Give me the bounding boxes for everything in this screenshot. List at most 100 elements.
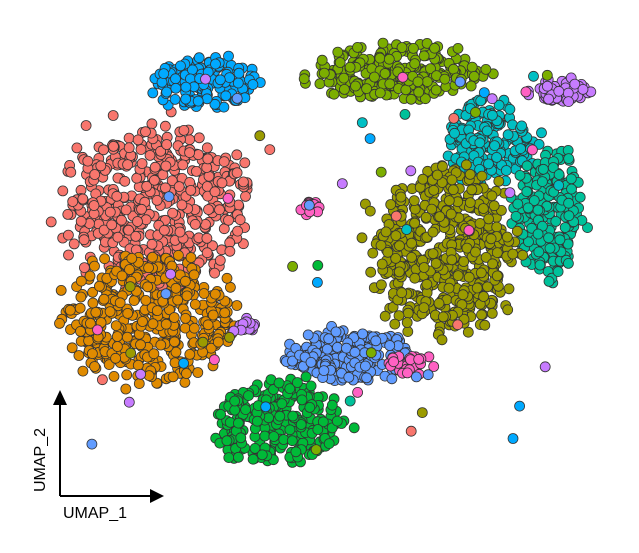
cell-point: [447, 184, 459, 196]
cell-point: [417, 173, 429, 185]
cell-point: [532, 204, 544, 216]
y-axis-arrow: [53, 390, 67, 405]
cell-point: [136, 158, 148, 169]
cell-point: [502, 129, 514, 141]
cell-point: [413, 86, 425, 98]
cell-point: [318, 365, 330, 377]
cell-point: [582, 222, 593, 234]
cell-point: [137, 316, 148, 327]
cell-point: [491, 247, 503, 259]
cell-point: [243, 390, 254, 402]
cell-point: [214, 254, 226, 266]
cell-point: [99, 253, 110, 265]
cell-point: [314, 78, 326, 90]
cell-point: [303, 199, 315, 211]
cell-point: [487, 258, 499, 270]
cell-point: [203, 204, 214, 215]
cell-point: [174, 226, 186, 238]
cell-point: [98, 144, 109, 156]
cell-point: [193, 132, 205, 144]
cell-point: [151, 194, 163, 206]
cell-point: [312, 424, 324, 435]
cell-point: [122, 307, 134, 319]
cell-point: [155, 339, 167, 351]
cell-point: [263, 412, 275, 424]
cell-point: [97, 374, 108, 386]
cell-point: [232, 451, 244, 463]
cell-point: [124, 264, 135, 275]
cell-point: [480, 251, 492, 263]
cell-point: [260, 401, 272, 413]
cell-point: [383, 53, 395, 65]
cell-point: [181, 290, 193, 302]
cell-point: [232, 77, 244, 89]
cell-point: [350, 80, 361, 92]
cell-point: [184, 134, 196, 146]
cell-point: [130, 230, 142, 242]
cell-point: [111, 190, 123, 202]
cell-point: [189, 218, 201, 230]
cell-point: [89, 169, 101, 180]
cell-point: [486, 93, 498, 105]
cell-point: [184, 348, 196, 360]
cell-point: [334, 57, 346, 68]
cell-point: [393, 266, 405, 278]
cell-point: [491, 270, 503, 282]
cell-point: [141, 180, 153, 192]
cell-point: [75, 275, 87, 287]
cell-point: [563, 96, 574, 107]
cell-point: [231, 167, 243, 179]
cell-point: [77, 193, 89, 205]
cell-point: [574, 191, 586, 203]
cell-point: [268, 431, 280, 442]
cell-point: [389, 318, 401, 330]
cell-point: [458, 256, 470, 267]
cell-point: [231, 93, 243, 104]
cell-point: [104, 306, 116, 318]
cell-point: [240, 404, 252, 416]
cell-point: [418, 262, 430, 273]
cell-point: [82, 155, 94, 167]
cell-point: [543, 232, 554, 244]
cell-point: [437, 160, 448, 172]
cell-point: [399, 109, 411, 120]
cell-point: [197, 336, 209, 348]
cell-point: [180, 368, 192, 379]
cell-point: [185, 252, 197, 263]
cell-point: [173, 181, 185, 193]
cell-point: [160, 318, 172, 330]
cell-point: [170, 82, 182, 94]
cell-point: [219, 307, 231, 319]
cell-point: [326, 399, 338, 411]
cell-point: [66, 342, 78, 354]
cell-point: [251, 415, 263, 427]
cell-point: [83, 335, 94, 347]
cell-point: [318, 67, 330, 79]
cell-point: [221, 435, 233, 447]
cell-point: [515, 143, 526, 155]
cell-point: [168, 312, 180, 323]
cell-point: [409, 217, 421, 229]
cell-point: [287, 410, 299, 422]
cell-point: [104, 206, 116, 218]
cell-point: [172, 249, 184, 261]
cell-point: [64, 304, 76, 316]
cell-point: [390, 230, 402, 242]
cell-point: [178, 124, 190, 136]
cell-point: [536, 127, 547, 139]
cell-point: [295, 419, 307, 430]
cell-point: [416, 407, 428, 419]
cell-point: [167, 371, 179, 383]
cell-point: [395, 191, 407, 203]
cell-point: [85, 317, 96, 329]
cell-point: [166, 175, 178, 187]
cell-point: [188, 322, 200, 334]
cell-point: [388, 356, 400, 368]
cell-point: [433, 297, 445, 309]
cell-point: [407, 43, 419, 54]
cell-point: [420, 211, 432, 223]
cell-point: [312, 259, 324, 271]
cell-point: [287, 260, 299, 272]
cell-point: [554, 234, 566, 246]
cell-point: [170, 73, 181, 85]
